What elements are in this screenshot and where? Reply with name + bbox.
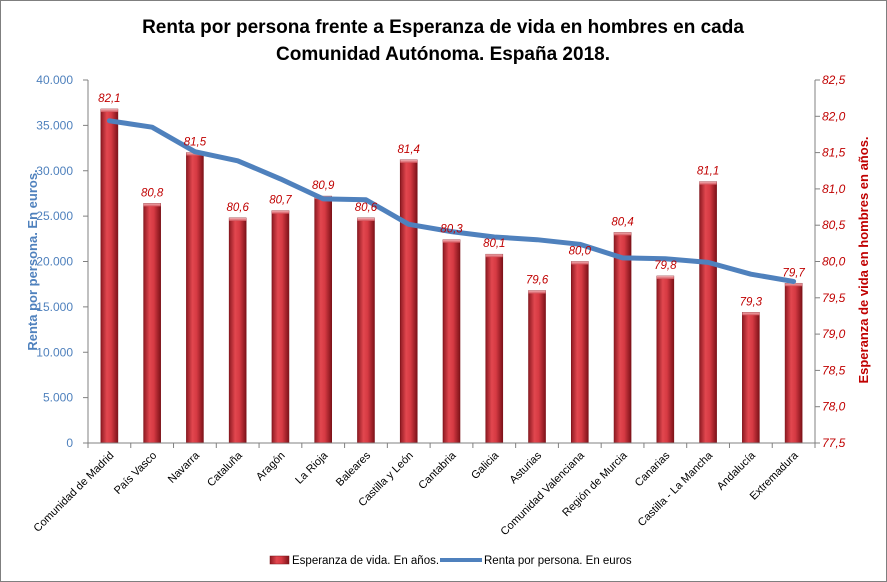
- legend-bar-label: Esperanza de vida. En años.: [292, 555, 439, 567]
- bar: [399, 159, 418, 444]
- bar: [100, 108, 119, 444]
- y-left-tick-label: 35.000: [36, 118, 73, 132]
- category-label: Canarias: [633, 449, 673, 489]
- bar-cap: [357, 217, 375, 221]
- legend: Esperanza de vida. En años. Renta por pe…: [269, 555, 632, 567]
- bar-cap: [656, 276, 674, 280]
- bar: [442, 239, 461, 444]
- bar-cap: [742, 312, 760, 316]
- bar: [314, 195, 333, 444]
- chart-title-line2: Comunidad Autónoma. España 2018.: [276, 44, 610, 65]
- bar: [228, 217, 247, 444]
- y-right-tick-label: 79,0: [822, 327, 846, 341]
- category-label: Baleares: [334, 449, 374, 489]
- data-label: 79,3: [740, 296, 763, 308]
- bar: [271, 210, 290, 444]
- y-right-tick-label: 80,5: [822, 218, 846, 232]
- category-label: Comunidad de Madrid: [31, 450, 116, 535]
- data-label: 80,8: [141, 187, 164, 199]
- y-right-axis-title: Esperanza de vida en hombres en años.: [856, 136, 871, 383]
- bar-cap: [100, 109, 118, 113]
- category-label: Navarra: [166, 449, 203, 486]
- data-label: 80,4: [611, 216, 633, 228]
- data-label: 80,6: [355, 202, 378, 214]
- bar: [357, 217, 375, 444]
- y-left-tick-label: 30.000: [36, 164, 73, 178]
- data-label: 82,1: [98, 93, 120, 105]
- bar: [784, 282, 803, 444]
- bar: [485, 253, 504, 444]
- bar-cap: [229, 217, 247, 221]
- y-left-tick-label: 40.000: [36, 73, 73, 87]
- y-right-tick-label: 82,0: [822, 109, 846, 123]
- bar: [186, 152, 204, 444]
- category-label: Andalucía: [715, 449, 759, 493]
- bar-cap: [143, 203, 161, 207]
- axes: 0 5.000 10.000 15.000 20.000 25.000 30.000 35.0…: [36, 73, 845, 450]
- category-label: La Rioja: [293, 449, 331, 487]
- data-label: 79,8: [654, 260, 677, 272]
- bar: [656, 275, 675, 444]
- y-left-tick-label: 0: [66, 436, 73, 450]
- data-label: 80,3: [440, 224, 463, 236]
- data-label: 81,5: [184, 137, 207, 149]
- category-label: Asturias: [508, 449, 545, 486]
- data-label: 80,9: [312, 180, 335, 192]
- category-label: Aragón: [254, 450, 288, 484]
- bar: [528, 290, 546, 444]
- bar-cap: [699, 181, 717, 185]
- y-left-tick-label: 20.000: [36, 255, 73, 269]
- y-right-tick-label: 81,0: [822, 182, 846, 196]
- category-label: Cataluña: [205, 449, 245, 489]
- y-right-tick-label: 82,5: [822, 73, 846, 87]
- data-label: 79,6: [526, 275, 549, 287]
- line-series: [106, 118, 797, 284]
- bar: [570, 261, 589, 444]
- bar-series: [100, 108, 803, 444]
- y-right-tick-label: 79,5: [822, 291, 846, 305]
- legend-line-label: Renta por persona. En euros: [484, 555, 632, 567]
- category-label: Comunidad Valenciana: [499, 449, 588, 538]
- data-label: 80,6: [226, 202, 249, 214]
- y-left-tick-label: 10.000: [36, 345, 73, 359]
- data-label: 79,7: [782, 267, 805, 279]
- bar: [143, 203, 161, 444]
- renta-line: [106, 118, 797, 284]
- bar-cap: [443, 239, 460, 243]
- bar-cap: [785, 283, 803, 287]
- data-label: 80,1: [483, 238, 505, 250]
- data-label: 81,1: [697, 166, 719, 178]
- bar-cap: [571, 261, 589, 265]
- y-left-axis-title: Renta por persona. En euros.: [25, 169, 40, 350]
- category-label: Castilla - La Mancha: [636, 449, 716, 529]
- legend-bar-swatch: [269, 555, 290, 565]
- bar-cap: [614, 232, 632, 236]
- y-right-tick-label: 80,0: [822, 255, 846, 269]
- bar-cap: [485, 254, 503, 258]
- data-label: 80,7: [269, 195, 292, 207]
- category-label: País Vasco: [112, 450, 159, 497]
- data-label: 81,4: [398, 144, 420, 156]
- category-label: Galicia: [469, 449, 502, 482]
- y-left-tick-label: 5.000: [43, 391, 73, 405]
- y-left-tick-label: 15.000: [36, 300, 73, 314]
- y-right-tick-label: 78,0: [822, 400, 846, 414]
- data-labels: 82,1 80,8 81,5 80,6 80,7 80,9 80,6 81,4 80,3 80,1…: [98, 93, 805, 308]
- bar: [613, 232, 632, 444]
- category-label: Cantabria: [416, 449, 459, 492]
- bar-cap: [400, 159, 418, 163]
- bar-cap: [528, 290, 546, 294]
- y-left-tick-label: 25.000: [36, 209, 73, 223]
- chart-title-line1: Renta por persona frente a Esperanza de …: [142, 17, 744, 38]
- bar: [699, 181, 717, 444]
- bar-cap: [271, 210, 289, 214]
- y-right-tick-label: 81,5: [822, 146, 846, 160]
- y-right-tick-label: 78,5: [822, 363, 846, 377]
- data-label: 80,0: [569, 246, 592, 258]
- bar: [742, 312, 760, 444]
- y-right-tick-label: 77,5: [822, 436, 846, 450]
